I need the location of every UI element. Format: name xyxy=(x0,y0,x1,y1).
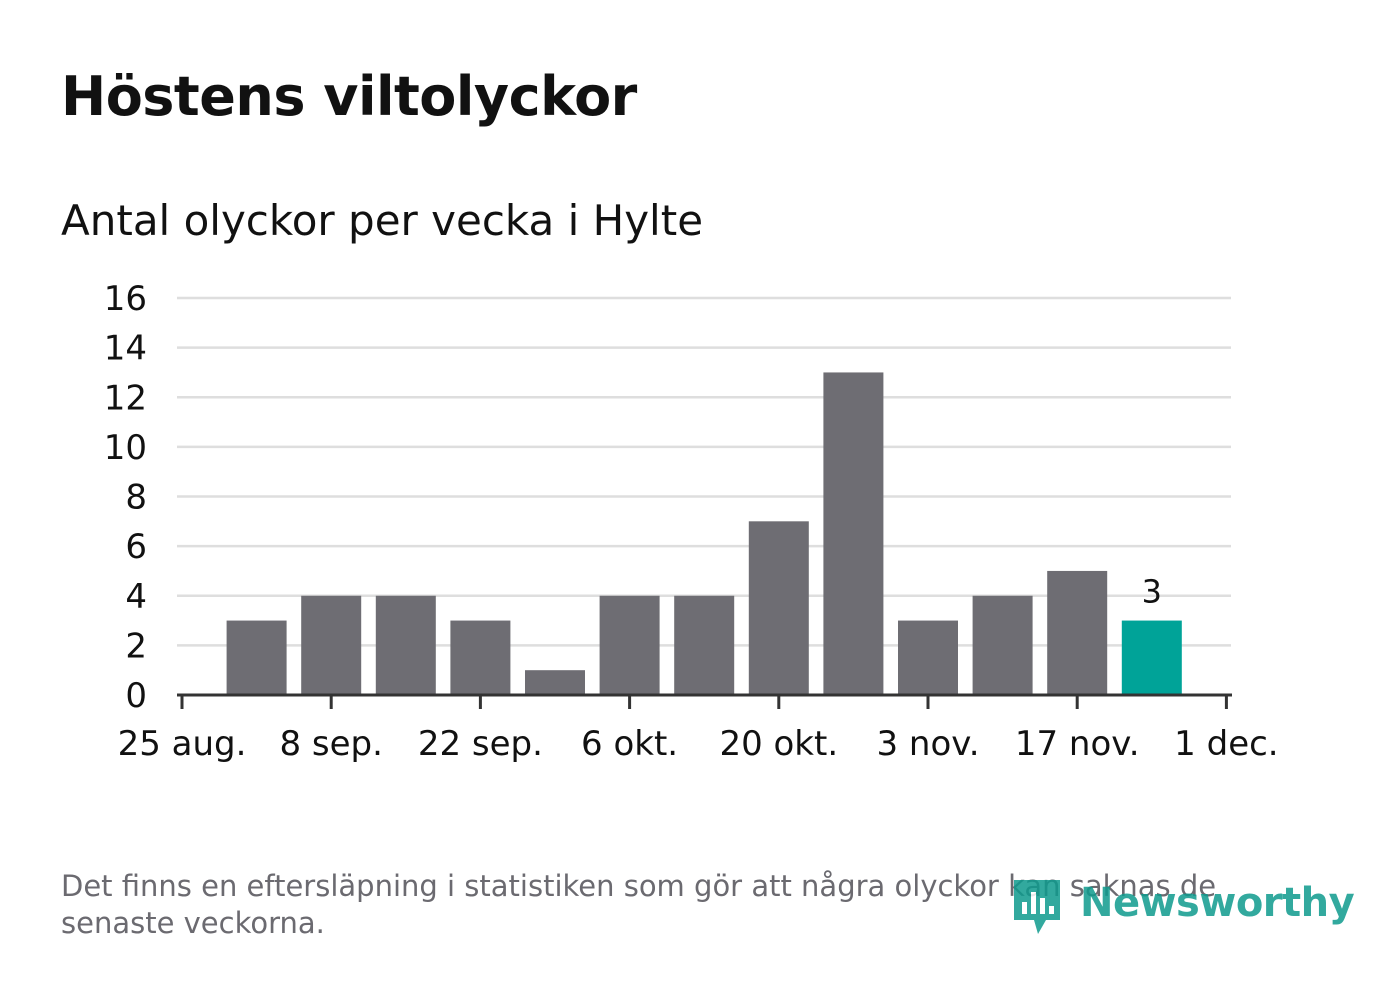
logo-text: Newsworthy xyxy=(1080,880,1355,926)
x-tick-label: 6 okt. xyxy=(581,724,678,764)
chart-subtitle: Antal olyckor per vecka i Hylte xyxy=(61,196,704,245)
x-tick-label: 1 dec. xyxy=(1174,724,1278,764)
bar xyxy=(1121,620,1182,695)
y-tick-label: 12 xyxy=(104,378,147,418)
bar xyxy=(599,595,660,695)
bar xyxy=(898,620,958,695)
x-tick-label: 25 aug. xyxy=(118,724,247,764)
newsworthy-logo-icon xyxy=(1014,880,1060,934)
bar xyxy=(972,595,1033,695)
x-tick-label: 17 nov. xyxy=(1015,724,1140,764)
bar xyxy=(823,372,884,695)
bar xyxy=(674,595,735,695)
bar xyxy=(525,670,585,695)
bar xyxy=(301,595,362,695)
y-tick-label: 0 xyxy=(125,676,147,716)
y-tick-label: 8 xyxy=(125,478,147,518)
x-tick-label: 8 sep. xyxy=(279,724,382,764)
chart-title: Höstens viltolyckor xyxy=(61,65,637,128)
y-tick-label: 6 xyxy=(125,527,147,567)
y-tick-label: 10 xyxy=(104,428,147,468)
bar xyxy=(1047,570,1108,695)
bar-chart: 0 2 4 6 8 10 12 14 16 3 25 aug. 8 sep. 22 sep. 6 okt.… xyxy=(104,279,1279,764)
y-tick-label: 16 xyxy=(104,279,147,319)
bar xyxy=(450,620,511,695)
y-tick-label: 4 xyxy=(125,577,147,617)
bar xyxy=(226,620,287,695)
data-label: 3 xyxy=(1142,573,1162,611)
x-tick-label: 20 okt. xyxy=(719,724,838,764)
x-tick-label: 22 sep. xyxy=(418,724,543,764)
y-tick-label: 2 xyxy=(125,626,147,666)
bar xyxy=(375,595,436,695)
x-tick-label: 3 nov. xyxy=(876,724,979,764)
y-tick-label: 14 xyxy=(104,329,147,369)
bar xyxy=(748,521,809,695)
